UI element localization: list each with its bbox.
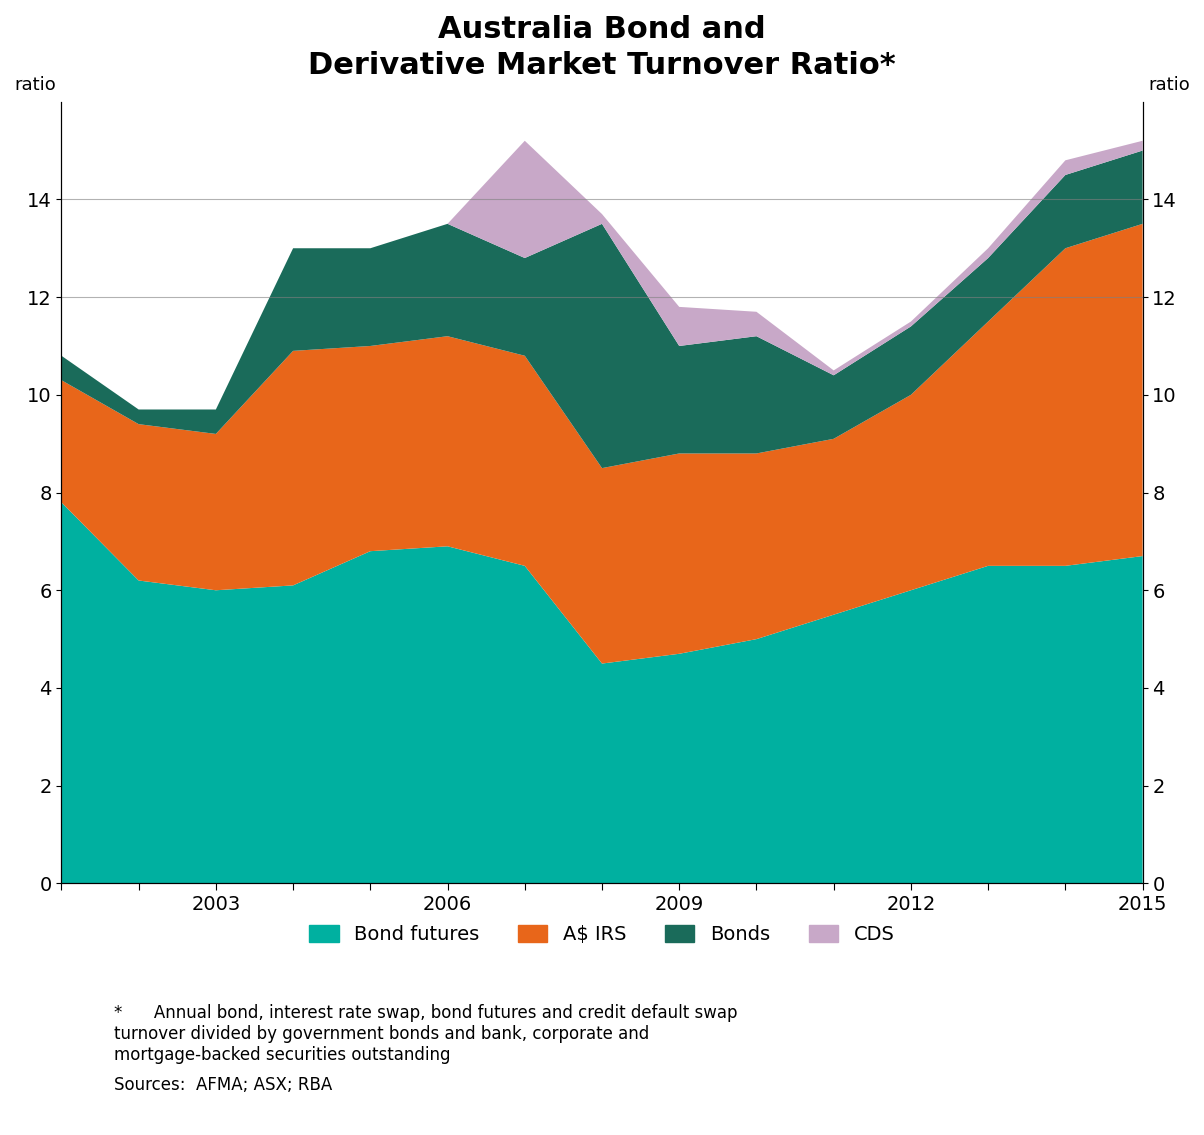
Text: ratio: ratio xyxy=(14,76,57,94)
Text: *      Annual bond, interest rate swap, bond futures and credit default swap
tur: * Annual bond, interest rate swap, bond … xyxy=(114,1004,738,1065)
Legend: Bond futures, A$ IRS, Bonds, CDS: Bond futures, A$ IRS, Bonds, CDS xyxy=(301,917,903,952)
Title: Australia Bond and
Derivative Market Turnover Ratio*: Australia Bond and Derivative Market Tur… xyxy=(308,15,896,79)
Text: ratio: ratio xyxy=(1147,76,1190,94)
Text: Sources:  AFMA; ASX; RBA: Sources: AFMA; ASX; RBA xyxy=(114,1076,332,1094)
